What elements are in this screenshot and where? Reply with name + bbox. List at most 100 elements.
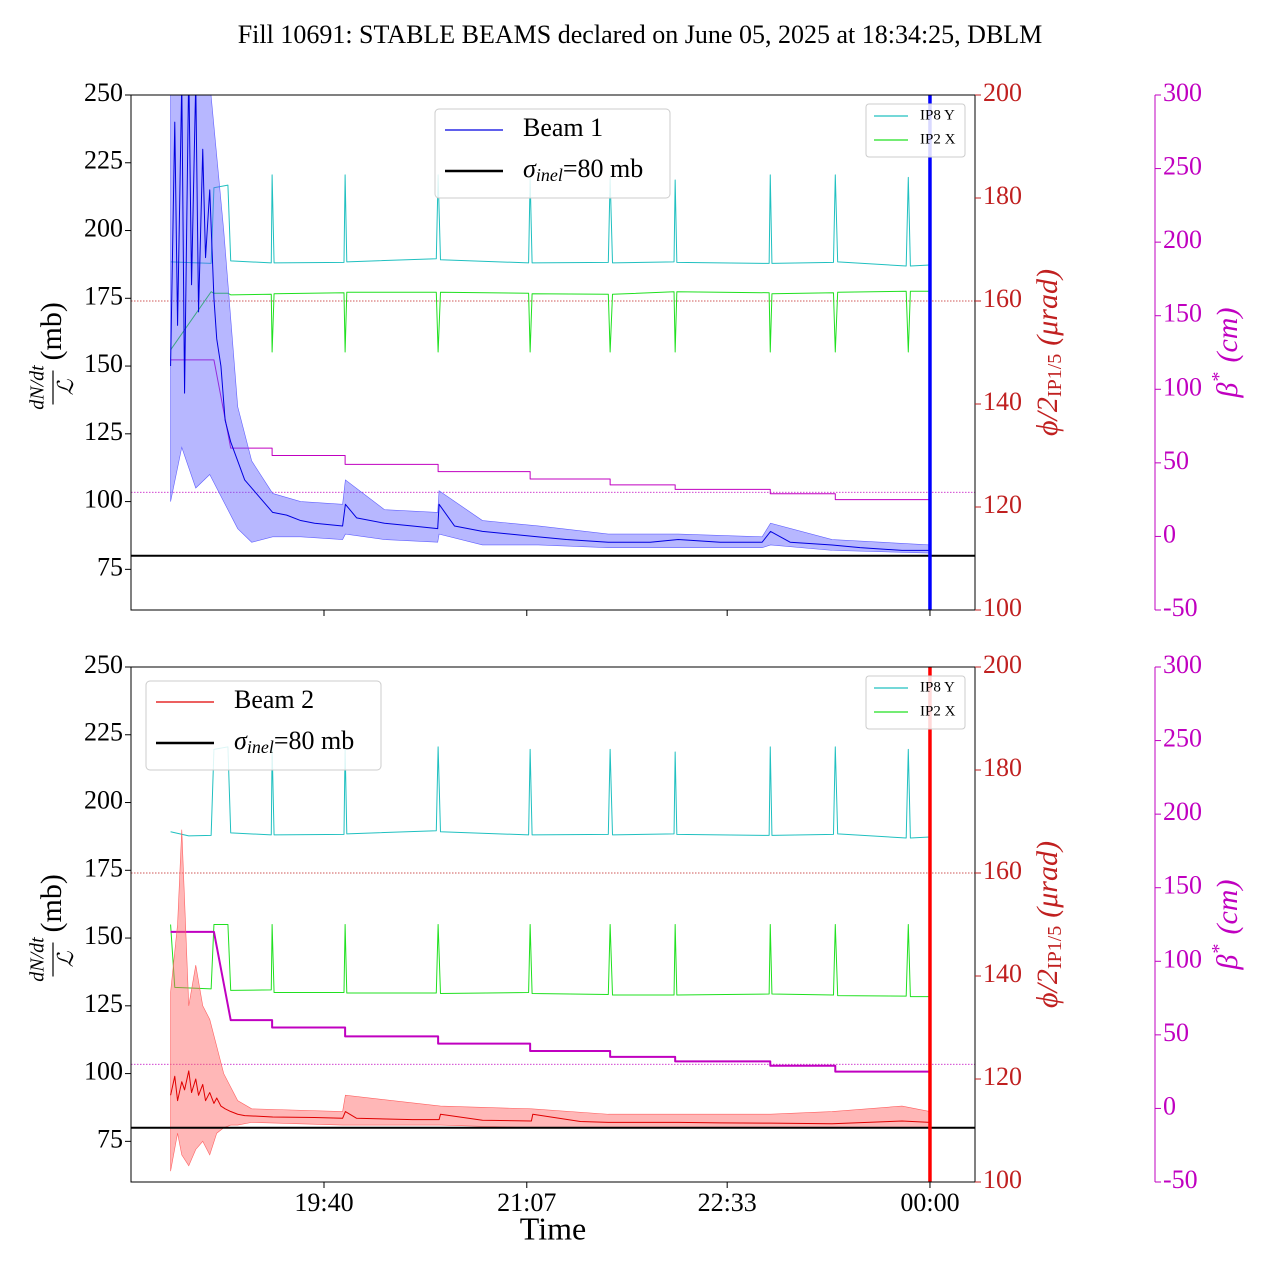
y3-tick-label: 0 [1163, 1091, 1176, 1120]
legend-label: σinel=80 mb [523, 154, 643, 185]
series-line [170, 930, 930, 1073]
y3-label-sup: * [1208, 945, 1230, 955]
panel: 75 100 125 150 175 200 225 250 100 120 140 160 180 20… [27, 78, 1244, 622]
y-tick-label: 100 [84, 485, 123, 514]
series-line [170, 290, 930, 353]
x-tick-label: 21:07 [497, 1188, 556, 1217]
y2-label-main: ϕ/2 [1031, 969, 1064, 1008]
y2-tick-label: 140 [983, 387, 1022, 416]
y-label-unit: (mb) [35, 302, 68, 360]
y3-label-unit: (cm) [1211, 880, 1244, 935]
y3-tick-label: 250 [1163, 724, 1202, 753]
plot-frame [130, 94, 976, 611]
y3-tick-label: 150 [1163, 299, 1202, 328]
legend-box [145, 680, 382, 771]
y-label-unit: (mb) [35, 874, 68, 932]
y2-label-sub: IP1/5 [1044, 926, 1066, 969]
y-tick-label: 250 [84, 650, 123, 679]
legend-box [865, 103, 966, 158]
y2-tick-label: 120 [983, 1062, 1022, 1091]
y3-tick-label: 50 [1163, 446, 1189, 475]
y2-tick-label: 140 [983, 959, 1022, 988]
legend-label: Beam 2 [234, 685, 314, 714]
legend-label: σinel=80 mb [234, 726, 354, 757]
figure-title: Fill 10691: STABLE BEAMS declared on Jun… [238, 20, 1043, 49]
y-label-denominator: ℒ [53, 378, 78, 395]
y3-label-unit: (cm) [1211, 308, 1244, 363]
y3-label-main: β [1211, 954, 1244, 970]
legend-label: IP2 X [920, 131, 956, 147]
series-line [170, 95, 930, 551]
sigma-rest: =80 mb [563, 154, 643, 183]
y2-tick-label: 100 [983, 593, 1022, 622]
legend-box [865, 675, 966, 730]
y2-axis-label: ϕ/2IP1/5 (μrad) [1031, 841, 1066, 1008]
sigma-rest: =80 mb [274, 726, 354, 755]
y-tick-label: 200 [84, 213, 123, 242]
sigma-symbol: σ [234, 726, 248, 755]
series-line [170, 174, 930, 267]
y2-tick-label: 100 [983, 1165, 1022, 1194]
y3-tick-label: -50 [1163, 593, 1198, 622]
legend: Beam 2 σinel=80 mb [145, 680, 382, 771]
y-tick-label: 75 [97, 552, 123, 581]
legend-label: IP2 X [920, 703, 956, 719]
legend: Beam 1 σinel=80 mb [434, 108, 671, 199]
y3-tick-label: 0 [1163, 519, 1176, 548]
y-tick-label: 200 [84, 785, 123, 814]
legend-small: IP8 Y IP2 X [865, 103, 966, 158]
y-label-denominator: ℒ [53, 950, 78, 967]
y3-tick-label: 100 [1163, 944, 1202, 973]
y2-axis-label: ϕ/2IP1/5 (μrad) [1031, 269, 1066, 436]
y-tick-label: 100 [84, 1057, 123, 1086]
y-tick-label: 175 [84, 281, 123, 310]
x-tick-label: 22:33 [698, 1188, 757, 1217]
y-tick-label: 150 [84, 921, 123, 950]
y-label-numerator: dN/dt [27, 365, 49, 410]
y2-tick-label: 200 [983, 78, 1022, 107]
y2-tick-label: 180 [983, 181, 1022, 210]
series-line [170, 1070, 930, 1125]
legend-small: IP8 Y IP2 X [865, 675, 966, 730]
y2-tick-label: 160 [983, 856, 1022, 885]
series-line [170, 924, 930, 998]
y3-label-main: β [1211, 382, 1244, 398]
plot-area [131, 667, 975, 1182]
y-label-numerator: dN/dt [27, 937, 49, 982]
sigma-sub: inel [247, 737, 274, 757]
legend-box [434, 108, 671, 199]
panel: 75 100 125 150 175 200 225 250 100 120 140 160 180 20… [27, 650, 1244, 1246]
y3-tick-label: 150 [1163, 871, 1202, 900]
y2-tick-label: 120 [983, 490, 1022, 519]
y-tick-label: 125 [84, 989, 123, 1018]
x-tick-label: 19:40 [294, 1188, 353, 1217]
sigma-sub: inel [536, 165, 563, 185]
y-tick-label: 150 [84, 349, 123, 378]
y-axis-label: dN/dt ℒ (mb) [27, 874, 78, 982]
legend-label: Beam 1 [523, 113, 603, 142]
y3-axis-label: β* (cm) [1208, 880, 1244, 971]
y-axis-label: dN/dt ℒ (mb) [27, 302, 78, 410]
y3-tick-label: 50 [1163, 1018, 1189, 1047]
y-tick-label: 225 [84, 718, 123, 747]
sigma-symbol: σ [523, 154, 537, 183]
y-tick-label: 225 [84, 146, 123, 175]
y3-label-sup: * [1208, 373, 1230, 383]
legend-label: IP8 Y [920, 679, 955, 695]
y2-label-unit: (μrad) [1031, 841, 1064, 918]
y3-tick-label: 300 [1163, 78, 1202, 107]
y3-tick-label: 300 [1163, 650, 1202, 679]
y-tick-label: 125 [84, 417, 123, 446]
y2-label-unit: (μrad) [1031, 269, 1064, 346]
x-axis-label: Time [520, 1210, 586, 1246]
y3-tick-label: 200 [1163, 225, 1202, 254]
x-tick-label: 00:00 [900, 1188, 959, 1217]
y2-tick-label: 200 [983, 650, 1022, 679]
y3-tick-label: 100 [1163, 372, 1202, 401]
y2-label-main: ϕ/2 [1031, 397, 1064, 436]
y2-tick-label: 160 [983, 284, 1022, 313]
y-tick-label: 75 [97, 1124, 123, 1153]
plot-frame [130, 666, 976, 1183]
y3-tick-label: 200 [1163, 797, 1202, 826]
